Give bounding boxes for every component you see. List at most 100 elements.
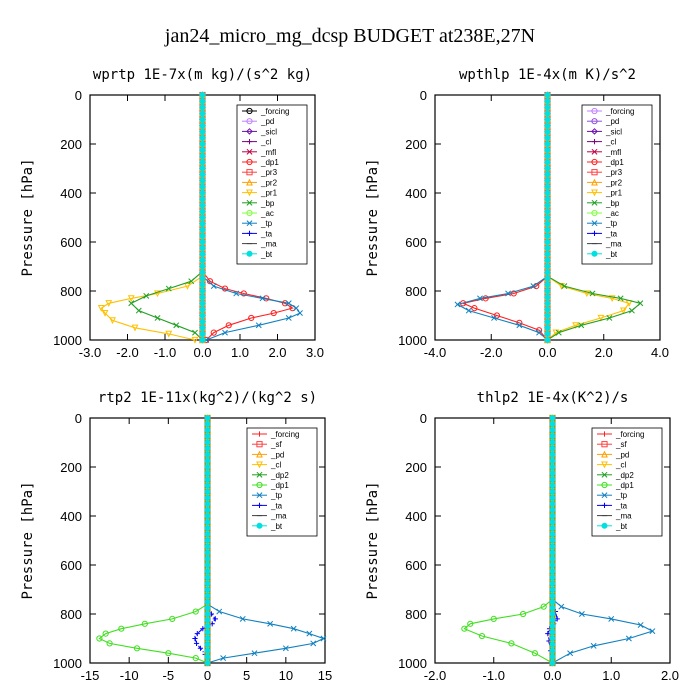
data-point bbox=[204, 549, 211, 556]
data-point bbox=[477, 295, 483, 302]
data-point bbox=[204, 451, 211, 458]
data-point bbox=[133, 645, 141, 652]
data-point bbox=[199, 312, 206, 319]
legend-marker bbox=[601, 522, 608, 529]
data-point bbox=[544, 232, 551, 239]
series-line bbox=[100, 275, 203, 341]
data-point bbox=[204, 592, 211, 599]
data-point bbox=[199, 336, 206, 343]
data-point bbox=[248, 314, 255, 322]
series-dp1 bbox=[96, 601, 211, 667]
series-line bbox=[547, 275, 631, 341]
y-axis-label: Pressure [hPa] bbox=[365, 158, 381, 276]
data-point bbox=[210, 283, 217, 290]
data-point bbox=[578, 322, 585, 329]
data-point bbox=[490, 615, 497, 623]
data-point bbox=[608, 295, 616, 303]
data-point bbox=[204, 519, 211, 526]
legend-entry: _bt bbox=[260, 250, 273, 259]
legend-entry: _pr2 bbox=[605, 178, 623, 187]
series-tp bbox=[204, 601, 327, 666]
series-line bbox=[207, 603, 325, 664]
data-point bbox=[285, 300, 292, 307]
data-point bbox=[222, 329, 228, 336]
data-point bbox=[204, 488, 211, 495]
data-point bbox=[204, 525, 211, 532]
data-point bbox=[549, 500, 556, 507]
data-point bbox=[544, 183, 551, 190]
data-point bbox=[544, 245, 551, 252]
data-point bbox=[310, 640, 317, 647]
y-tick-label: 800 bbox=[60, 284, 82, 299]
data-point bbox=[491, 314, 498, 321]
data-point bbox=[199, 128, 206, 135]
data-point bbox=[199, 202, 206, 209]
legend-marker bbox=[591, 220, 598, 227]
legend-marker bbox=[591, 118, 598, 125]
data-point bbox=[625, 635, 632, 642]
data-point bbox=[199, 92, 206, 99]
data-point bbox=[544, 98, 551, 105]
legend-entry: _bt bbox=[605, 250, 618, 259]
data-point bbox=[597, 314, 605, 322]
x-tick-label: -2.0 bbox=[116, 345, 138, 360]
data-point bbox=[549, 470, 556, 477]
y-tick-label: 1000 bbox=[53, 333, 82, 348]
data-point bbox=[204, 463, 211, 470]
data-point bbox=[540, 603, 547, 610]
data-point bbox=[204, 647, 211, 654]
data-point bbox=[204, 635, 211, 642]
y-tick-label: 600 bbox=[405, 235, 427, 250]
legend-marker bbox=[591, 230, 598, 236]
legend-marker bbox=[246, 250, 253, 257]
x-tick-label: 3.0 bbox=[306, 345, 324, 360]
data-point bbox=[188, 278, 195, 285]
legend-entry: _ma bbox=[605, 240, 622, 249]
data-point bbox=[617, 295, 624, 302]
data-point bbox=[544, 312, 551, 319]
data-point bbox=[549, 519, 556, 526]
legend-entry: _sicl bbox=[605, 127, 622, 136]
data-point bbox=[141, 620, 148, 627]
data-point bbox=[544, 165, 551, 172]
legend-marker bbox=[256, 471, 263, 478]
legend-marker bbox=[591, 250, 598, 257]
legend-entry: _pr2 bbox=[260, 178, 278, 187]
data-point bbox=[465, 307, 472, 314]
data-point bbox=[549, 617, 556, 624]
data-point bbox=[549, 635, 556, 642]
data-point bbox=[255, 322, 262, 329]
data-point bbox=[154, 290, 161, 298]
data-point bbox=[567, 650, 574, 657]
legend-entry: _bp bbox=[605, 199, 620, 208]
data-point bbox=[204, 562, 211, 569]
legend-entry: _ta bbox=[270, 501, 283, 510]
data-point bbox=[544, 238, 551, 245]
data-point bbox=[544, 140, 551, 147]
data-point bbox=[549, 427, 556, 434]
data-point bbox=[204, 611, 211, 618]
data-point bbox=[549, 562, 556, 569]
series-line bbox=[461, 275, 548, 341]
data-point bbox=[467, 620, 474, 627]
legend-marker bbox=[591, 158, 598, 166]
data-point bbox=[590, 642, 597, 649]
data-point bbox=[199, 110, 206, 117]
data-point bbox=[544, 214, 551, 221]
data-point bbox=[199, 269, 206, 276]
legend-marker bbox=[246, 158, 253, 166]
y-tick-label: 1000 bbox=[398, 333, 427, 348]
legend-entry: _bt bbox=[270, 522, 283, 531]
data-point bbox=[544, 287, 551, 294]
data-point bbox=[544, 104, 551, 111]
data-point bbox=[544, 153, 551, 160]
series-line bbox=[194, 608, 216, 664]
data-point bbox=[204, 543, 211, 550]
data-point bbox=[199, 116, 206, 123]
data-point bbox=[204, 598, 211, 605]
data-point bbox=[544, 147, 551, 154]
y-tick-label: 0 bbox=[75, 88, 82, 103]
data-point bbox=[544, 318, 551, 325]
data-point bbox=[97, 305, 105, 312]
